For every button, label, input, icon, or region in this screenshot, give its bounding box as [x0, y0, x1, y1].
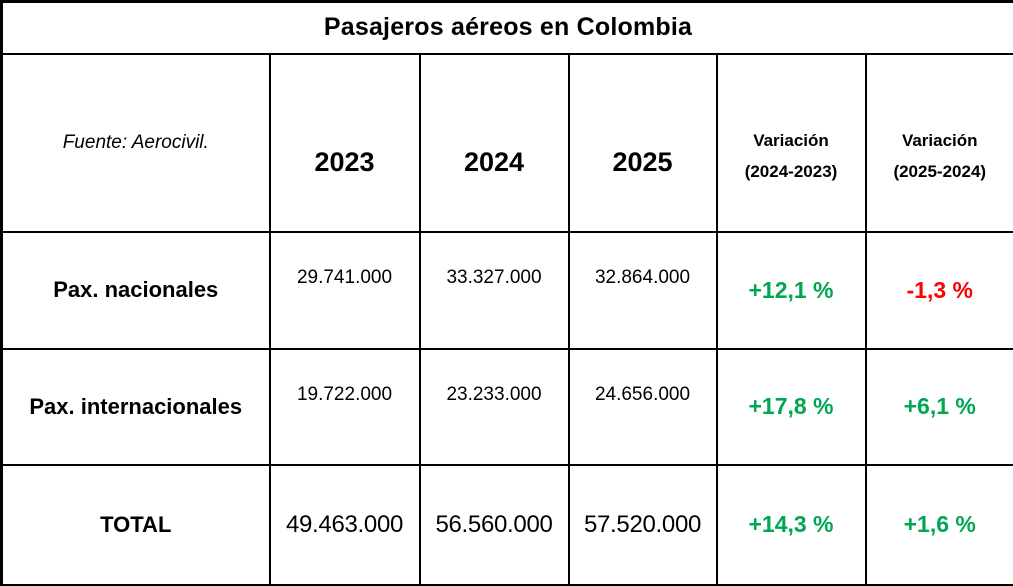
variation-header-line1: Variación: [901, 130, 978, 150]
variation-2025-2024-value: +6,1 %: [864, 347, 1013, 466]
column-header-2025: 2025: [567, 52, 718, 233]
value-2024: 33.327.000: [418, 230, 570, 350]
column-header-variation-2025-2024: Variación (2025-2024): [864, 52, 1013, 233]
variation-2024-2023-value: +14,3 %: [715, 463, 867, 586]
table-row-total: TOTAL 49.463.000 56.560.000 57.520.000 +…: [0, 463, 1013, 586]
variation-2024-2023-value: +12,1 %: [715, 230, 867, 350]
table-title: Pasajeros aéreos en Colombia: [0, 0, 1013, 55]
row-label: Pax. nacionales: [0, 230, 271, 350]
variation-2025-2024-value: +1,6 %: [864, 463, 1013, 586]
header-row: Fuente: Aerocivil. 2023 2024 2025 Variac…: [0, 52, 1013, 233]
row-label: TOTAL: [0, 463, 271, 586]
value-2023: 49.463.000: [268, 463, 421, 586]
variation-header-line2: (2024-2023): [744, 161, 838, 181]
value-2023: 29.741.000: [268, 230, 421, 350]
value-2025: 57.520.000: [567, 463, 718, 586]
value-2024: 56.560.000: [418, 463, 570, 586]
source-note-text: Fuente: Aerocivil.: [62, 131, 209, 153]
value-2025: 24.656.000: [567, 347, 718, 466]
title-row: Pasajeros aéreos en Colombia: [0, 0, 1013, 55]
variation-2024-2023-value: +17,8 %: [715, 347, 867, 466]
table-row-pax-nacionales: Pax. nacionales 29.741.000 33.327.000 32…: [0, 230, 1013, 350]
value-2023: 19.722.000: [268, 347, 421, 466]
value-2025: 32.864.000: [567, 230, 718, 350]
table-row-pax-internacionales: Pax. internacionales 19.722.000 23.233.0…: [0, 347, 1013, 466]
column-header-2024: 2024: [418, 52, 570, 233]
row-label: Pax. internacionales: [0, 347, 271, 466]
column-header-variation-2024-2023: Variación (2024-2023): [715, 52, 867, 233]
value-2024: 23.233.000: [418, 347, 570, 466]
source-note: Fuente: Aerocivil.: [0, 52, 271, 233]
column-header-2023: 2023: [268, 52, 421, 233]
variation-2025-2024-value: -1,3 %: [864, 230, 1013, 350]
variation-header-line2: (2025-2024): [893, 161, 987, 181]
variation-header-line1: Variación: [753, 130, 829, 150]
